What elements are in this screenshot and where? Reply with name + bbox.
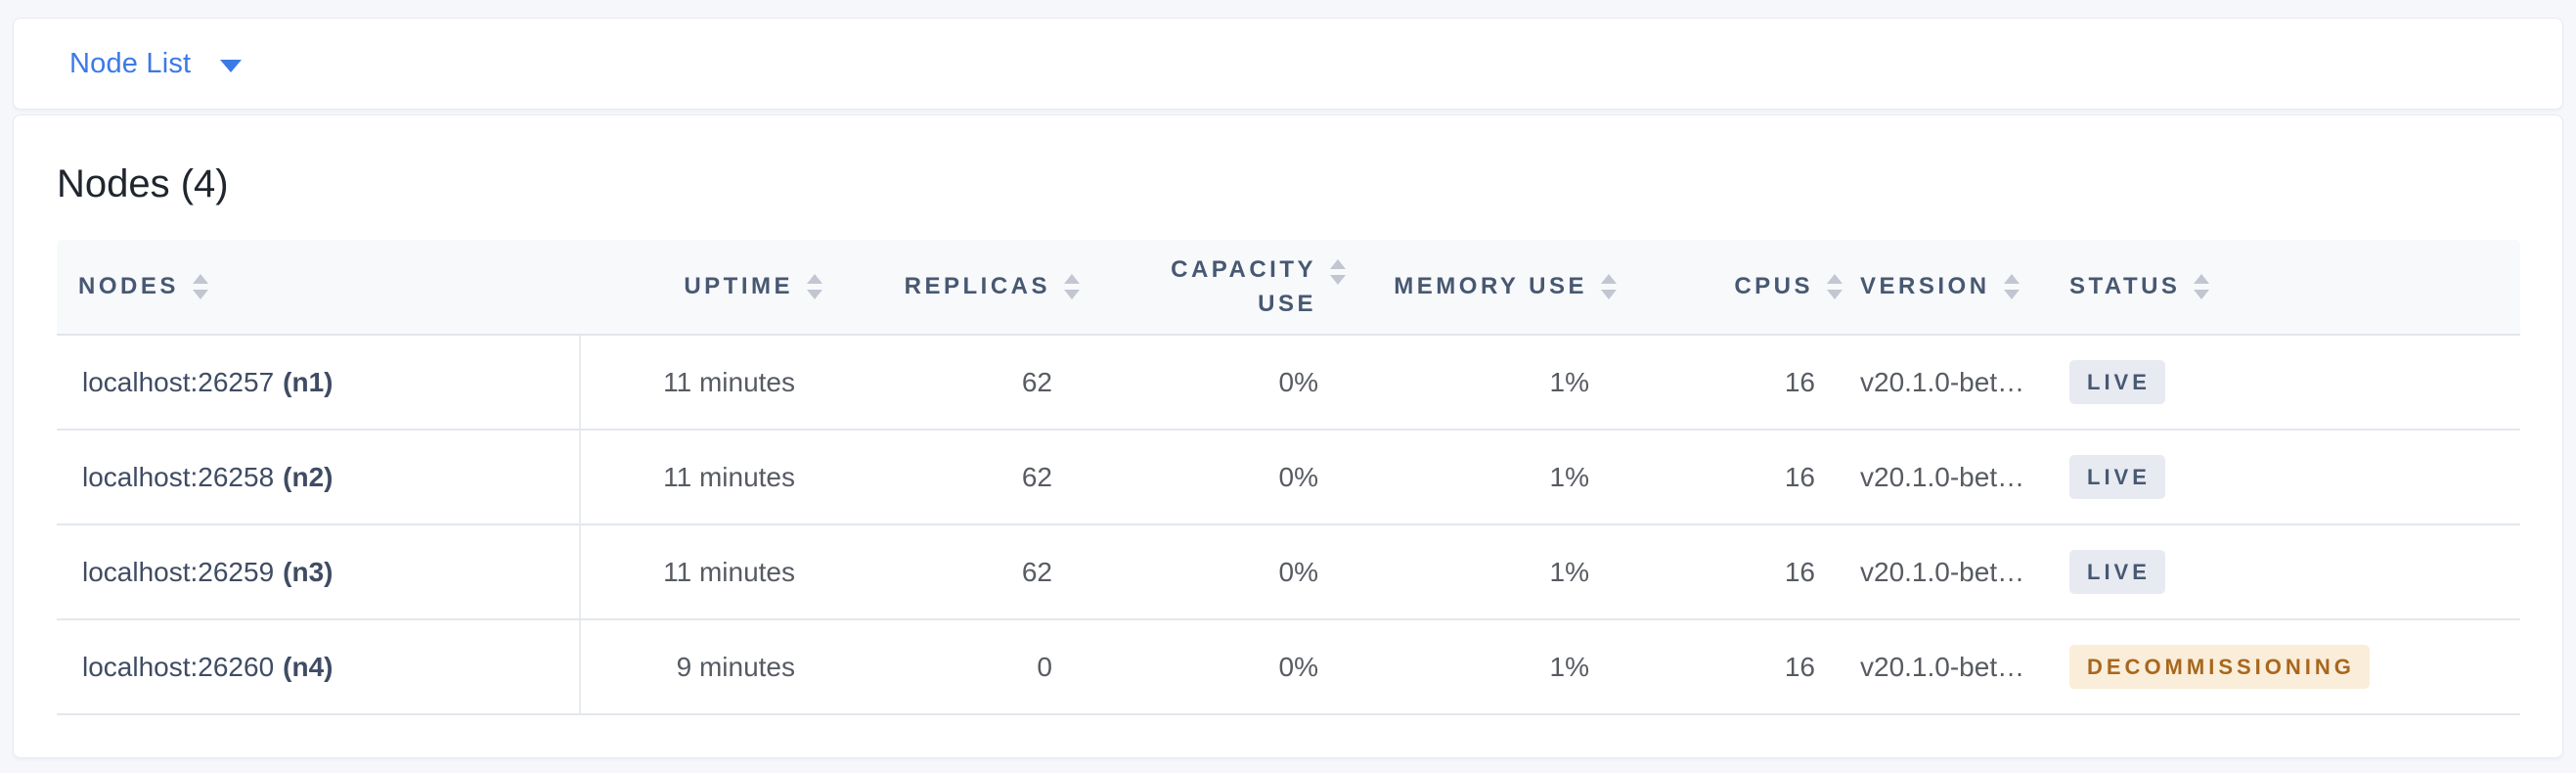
sort-icon[interactable]: [2003, 274, 2020, 299]
uptime-cell: 11 minutes: [580, 430, 822, 525]
status-badge: LIVE: [2069, 550, 2165, 594]
table-header-row: NODES UPTIME REPLICAS: [57, 240, 2520, 336]
caret-down-icon: [220, 59, 243, 72]
table-row[interactable]: localhost:26260 (n4) 9 minutes 0 0% 1% 16…: [57, 619, 2520, 715]
column-label: STATUS: [2069, 273, 2181, 299]
nodes-panel: Nodes (4) NODES UPTIME: [13, 114, 2563, 758]
column-header-replicas[interactable]: REPLICAS: [822, 240, 1080, 336]
node-address-cell[interactable]: localhost:26257 (n1): [57, 335, 581, 431]
status-badge: LIVE: [2069, 360, 2165, 404]
column-header-status[interactable]: STATUS: [2050, 240, 2520, 336]
version-cell: v20.1.0-bet…: [1843, 430, 2050, 525]
node-id: (n4): [283, 651, 333, 682]
sort-icon[interactable]: [1330, 259, 1346, 285]
node-id: (n1): [283, 366, 333, 397]
node-id: (n3): [283, 556, 333, 587]
capacity-use-cell: 0%: [1080, 619, 1346, 715]
status-cell: DECOMMISSIONING: [2050, 619, 2520, 715]
status-cell: LIVE: [2050, 524, 2520, 620]
node-list-table: NODES UPTIME REPLICAS: [57, 240, 2520, 715]
cpus-cell: 16: [1617, 524, 1843, 620]
column-header-cpus[interactable]: CPUS: [1617, 240, 1843, 336]
replicas-cell: 0: [822, 619, 1080, 715]
column-label: REPLICAS: [904, 273, 1050, 299]
column-header-version[interactable]: VERSION: [1843, 240, 2050, 336]
column-header-capacity-use[interactable]: CAPACITY USE: [1080, 240, 1346, 336]
replicas-cell: 62: [822, 524, 1080, 620]
column-label: UPTIME: [684, 273, 793, 299]
cpus-cell: 16: [1617, 619, 1843, 715]
node-address-cell[interactable]: localhost:26259 (n3): [57, 524, 581, 620]
column-header-memory-use[interactable]: MEMORY USE: [1346, 240, 1617, 336]
column-header-uptime[interactable]: UPTIME: [580, 240, 822, 336]
view-selector-label: Node List: [69, 47, 192, 79]
version-cell: v20.1.0-bet…: [1843, 524, 2050, 620]
node-id: (n2): [283, 461, 333, 492]
uptime-cell: 11 minutes: [580, 335, 822, 431]
cpus-cell: 16: [1617, 430, 1843, 525]
table-row[interactable]: localhost:26258 (n2) 11 minutes 62 0% 1% …: [57, 430, 2520, 525]
node-address-cell[interactable]: localhost:26260 (n4): [57, 619, 581, 715]
status-cell: LIVE: [2050, 430, 2520, 525]
node-address: localhost:26259: [82, 556, 275, 587]
memory-use-cell: 1%: [1346, 619, 1617, 715]
sort-icon[interactable]: [807, 274, 822, 299]
column-header-nodes[interactable]: NODES: [57, 240, 580, 336]
memory-use-cell: 1%: [1346, 430, 1617, 525]
page-title: Nodes (4): [57, 162, 229, 205]
node-address: localhost:26258: [82, 461, 275, 492]
node-address: localhost:26260: [82, 651, 275, 682]
replicas-cell: 62: [822, 430, 1080, 525]
column-label: CPUS: [1734, 273, 1813, 299]
memory-use-cell: 1%: [1346, 524, 1617, 620]
table-row[interactable]: localhost:26257 (n1) 11 minutes 62 0% 1% …: [57, 335, 2520, 431]
status-cell: LIVE: [2050, 335, 2520, 431]
capacity-use-cell: 0%: [1080, 524, 1346, 620]
status-badge: LIVE: [2069, 455, 2165, 499]
capacity-use-cell: 0%: [1080, 430, 1346, 525]
column-label: CAPACITY USE: [1171, 256, 1316, 317]
replicas-cell: 62: [822, 335, 1080, 431]
status-badge: DECOMMISSIONING: [2069, 645, 2370, 689]
view-selector-dropdown[interactable]: Node List: [69, 47, 243, 80]
uptime-cell: 9 minutes: [580, 619, 822, 715]
sort-icon[interactable]: [192, 274, 208, 299]
sort-icon[interactable]: [1064, 274, 1080, 299]
version-cell: v20.1.0-bet…: [1843, 619, 2050, 715]
capacity-use-cell: 0%: [1080, 335, 1346, 431]
sort-icon[interactable]: [1827, 274, 1843, 299]
sort-icon[interactable]: [1601, 274, 1617, 299]
node-address: localhost:26257: [82, 366, 275, 397]
uptime-cell: 11 minutes: [580, 524, 822, 620]
cpus-cell: 16: [1617, 335, 1843, 431]
column-label: VERSION: [1860, 273, 1990, 299]
column-label: NODES: [78, 273, 179, 299]
column-label: MEMORY USE: [1394, 273, 1587, 299]
toolbar: Node List: [13, 18, 2563, 110]
table-row[interactable]: localhost:26259 (n3) 11 minutes 62 0% 1% …: [57, 524, 2520, 620]
node-address-cell[interactable]: localhost:26258 (n2): [57, 430, 581, 525]
memory-use-cell: 1%: [1346, 335, 1617, 431]
version-cell: v20.1.0-bet…: [1843, 335, 2050, 431]
sort-icon[interactable]: [2194, 274, 2210, 299]
